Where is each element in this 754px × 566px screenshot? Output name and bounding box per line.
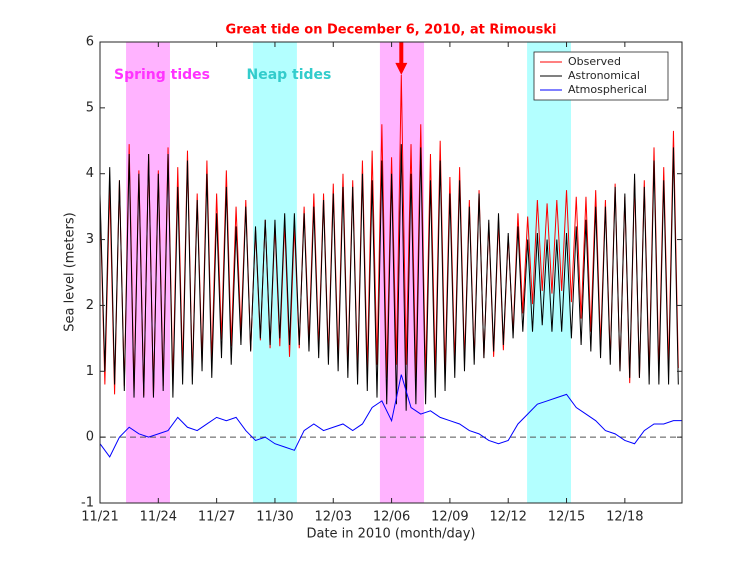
x-tick-label: 12/06 — [373, 510, 410, 525]
y-tick-label: 1 — [86, 364, 94, 379]
region-label: Neap tides — [246, 67, 331, 83]
legend-label: Astronomical — [568, 69, 640, 82]
y-tick-label: 3 — [86, 232, 94, 247]
x-tick-label: 12/12 — [489, 510, 526, 525]
x-tick-label: 12/09 — [431, 510, 468, 525]
y-tick-label: 0 — [86, 430, 94, 445]
y-tick-label: 6 — [86, 35, 94, 50]
chart-title: Great tide on December 6, 2010, at Rimou… — [226, 23, 557, 38]
x-tick-label: 12/18 — [606, 510, 643, 525]
y-tick-label: 2 — [86, 298, 94, 313]
x-tick-label: 11/27 — [198, 510, 235, 525]
plot-frame — [99, 41, 683, 504]
x-tick-label: 12/15 — [548, 510, 585, 525]
region-label: Spring tides — [114, 67, 210, 83]
series-line — [99, 144, 679, 411]
y-tick-label: 5 — [86, 100, 94, 115]
x-tick-label: 11/30 — [256, 510, 293, 525]
x-tick-label: 11/21 — [81, 510, 118, 525]
plot-area: Spring tides Neap tides — [99, 42, 682, 503]
x-tick-label: 11/24 — [140, 510, 177, 525]
y-tick-label: -1 — [81, 496, 94, 511]
series-line — [99, 374, 682, 458]
shaded-region — [252, 42, 297, 503]
legend-label: Observed — [568, 55, 621, 68]
y-tick-label: 4 — [86, 166, 94, 181]
legend-label: Atmospherical — [568, 83, 647, 96]
y-axis-title: Sea level (meters) — [63, 212, 78, 331]
arrow-head — [395, 62, 408, 75]
x-tick-label: 12/03 — [315, 510, 352, 525]
x-axis-title: Date in 2010 (month/day) — [306, 527, 475, 542]
shaded-region — [126, 42, 170, 503]
